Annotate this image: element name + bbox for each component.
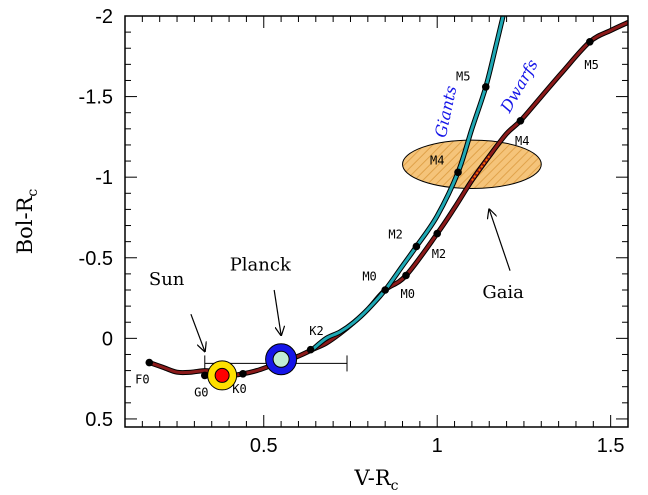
dwarfs-label-g0: G0 [194,385,208,399]
planck-label: Planck [230,255,292,276]
gaia-dwarf-overlay [471,155,491,181]
giants-point-m2 [412,242,421,251]
dwarfs-point-m2 [433,229,442,238]
point-k2 [306,345,315,354]
giants-label-m0: M0 [362,269,376,283]
x-axis-title: V-Rc [354,466,399,494]
sun-marker-inner [214,367,230,383]
dwarfs-label-k0: K0 [232,382,246,396]
giants-label-m4: M4 [430,153,444,167]
gaia-ellipse [402,139,542,189]
plot-frame [124,15,629,428]
dwarfs-point-k0 [239,370,247,378]
dwarfs-point-g0 [200,371,209,380]
y-axis-title: Bol-Rc [13,189,41,255]
y-tick-label: -0.5 [79,248,113,270]
label-k2: K2 [309,324,323,338]
giants-point-m0 [381,286,389,294]
axis-ticks: 0.5 1 1.5 -2 -1.5 -1 -0.5 0 0.5 [79,6,629,457]
y-tick-label: -1 [95,167,113,189]
dwarfs-point-m5 [586,37,594,46]
branch-label-giants: Giants [431,84,460,139]
dwarfs-point-m0 [402,271,410,280]
dwarfs-label-m4: M4 [515,134,529,148]
giants-label-m2: M2 [388,227,402,241]
dwarfs-curve-outline [146,19,628,378]
dwarfs-point-f0 [145,358,154,367]
y-tick-label: 0 [102,328,113,350]
x-axis-title-subscript: c [391,478,399,494]
y-tick-label: 0.5 [85,409,113,431]
y-axis-title-subscript: c [25,189,41,197]
dwarfs-label-m5: M5 [584,58,598,72]
dwarfs-point-m4 [516,116,525,125]
dwarfs-label-m2: M2 [432,247,446,261]
dwarfs-label-f0: F0 [135,372,149,386]
giants-label-m5: M5 [456,69,470,83]
x-tick-label: 0.5 [250,435,278,457]
sun-arrow [190,313,205,351]
giants-point-m4 [454,168,462,177]
x-tick-label: 1 [432,435,443,457]
planck-arrow [273,289,281,335]
x-tick-label: 1.5 [597,435,625,457]
y-tick-label: -2 [95,6,113,28]
sun-label: Sun [149,269,185,290]
dwarfs-label-m0: M0 [400,287,414,301]
planck-marker-inner [272,350,290,368]
gaia-arrow [489,209,511,271]
gaia-label: Gaia [482,282,524,303]
giants-point-m5 [481,83,490,91]
y-tick-label: -1.5 [79,87,113,109]
